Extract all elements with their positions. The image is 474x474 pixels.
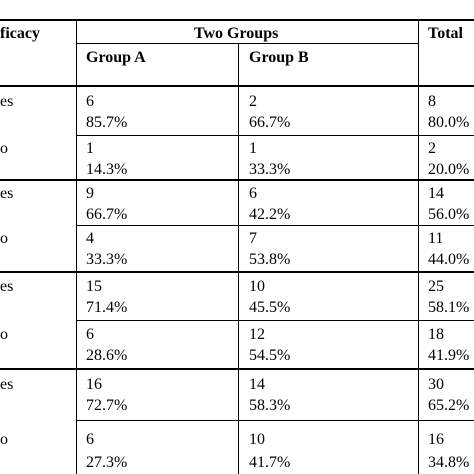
cell-count: 11: [428, 230, 444, 247]
row-divider: [76, 420, 474, 421]
cell-pct: 42.2%: [249, 206, 291, 223]
cell-pct: 71.4%: [86, 299, 128, 316]
efficacy-header: ficacy: [0, 25, 40, 42]
cell-pct: 56.0%: [428, 206, 470, 223]
cell-pct: 85.7%: [86, 114, 128, 131]
group-a-header: Group A: [86, 49, 146, 66]
row-divider: [76, 135, 474, 136]
cell-pct: 66.7%: [249, 114, 291, 131]
groups-underline: [76, 43, 418, 44]
row-label: o: [0, 326, 8, 343]
cell-count: 9: [86, 185, 94, 202]
cell-pct: 45.5%: [249, 299, 291, 316]
cell-pct: 20.0%: [428, 161, 470, 178]
group-b-header: Group B: [249, 49, 309, 66]
cell-pct: 53.8%: [249, 251, 291, 268]
cell-count: 2: [249, 93, 257, 110]
cell-pct: 34.8%: [428, 454, 470, 471]
cell-count: 30: [428, 376, 444, 393]
cell-pct: 58.3%: [249, 397, 291, 414]
col-rule: [76, 20, 77, 474]
cell-pct: 14.3%: [86, 161, 128, 178]
cell-count: 6: [249, 185, 257, 202]
cell-pct: 54.5%: [249, 347, 291, 364]
cell-count: 16: [86, 376, 102, 393]
cell-count: 7: [249, 230, 257, 247]
col-rule: [238, 44, 239, 474]
cell-pct: 28.6%: [86, 347, 128, 364]
row-label: o: [0, 140, 8, 157]
cell-count: 16: [428, 431, 444, 448]
cell-pct: 66.7%: [86, 206, 128, 223]
cell-pct: 41.7%: [249, 454, 291, 471]
cell-pct: 72.7%: [86, 397, 128, 414]
cell-count: 14: [428, 185, 444, 202]
cell-count: 10: [249, 431, 265, 448]
cell-count: 15: [86, 278, 102, 295]
cell-count: 6: [86, 431, 94, 448]
cell-count: 2: [428, 140, 436, 157]
cell-count: 14: [249, 376, 265, 393]
cell-pct: 41.9%: [428, 347, 470, 364]
cell-pct: 58.1%: [428, 299, 470, 316]
row-label: o: [0, 431, 8, 448]
row-divider: [76, 225, 474, 226]
cell-pct: 65.2%: [428, 397, 470, 414]
col-rule: [418, 20, 419, 474]
cell-pct: 44.0%: [428, 251, 470, 268]
section-rule: [0, 179, 474, 181]
cell-count: 1: [249, 140, 257, 157]
section-rule: [0, 271, 474, 273]
cell-count: 6: [86, 326, 94, 343]
row-label: es: [0, 376, 14, 393]
cell-pct: 33.3%: [86, 251, 128, 268]
section-rule: [0, 368, 474, 370]
row-label: o: [0, 230, 8, 247]
row-label: es: [0, 185, 14, 202]
cell-pct: 27.3%: [86, 454, 128, 471]
cell-pct: 33.3%: [249, 161, 291, 178]
cell-count: 10: [249, 278, 265, 295]
top-rule: [0, 19, 474, 21]
row-label: es: [0, 278, 14, 295]
header-rule: [0, 85, 474, 87]
cell-count: 12: [249, 326, 265, 343]
cell-count: 25: [428, 278, 444, 295]
row-label: es: [0, 93, 14, 110]
two-groups-header: Two Groups: [194, 25, 279, 42]
cell-count: 6: [86, 93, 94, 110]
cell-count: 4: [86, 230, 94, 247]
total-header: Total: [428, 25, 463, 42]
cell-count: 18: [428, 326, 444, 343]
cell-count: 1: [86, 140, 94, 157]
cell-count: 8: [428, 93, 436, 110]
cell-pct: 80.0%: [428, 114, 470, 131]
row-divider: [76, 320, 474, 321]
